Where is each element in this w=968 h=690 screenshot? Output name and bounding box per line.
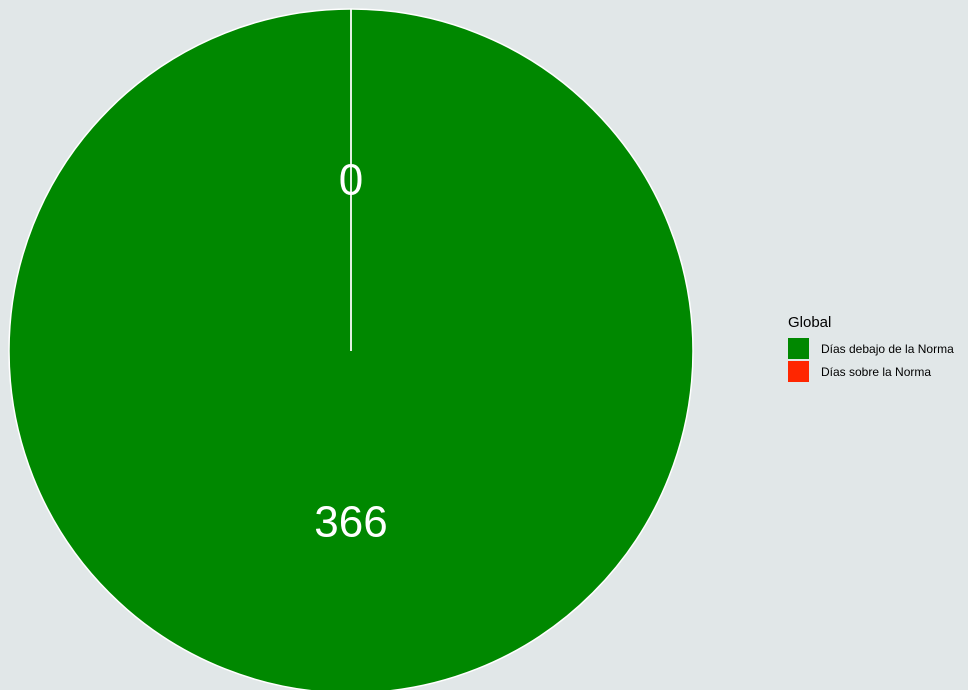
slice-value-label-below-norm: 366 xyxy=(314,498,387,547)
legend-label-below-norm: Días debajo de la Norma xyxy=(821,341,954,356)
legend-item-below-norm: Días debajo de la Norma xyxy=(788,337,966,360)
legend-key-above-norm xyxy=(788,361,809,382)
legend-item-above-norm: Días sobre la Norma xyxy=(788,360,966,383)
slice-value-label-above-norm: 0 xyxy=(339,156,363,205)
legend: Global Días debajo de la Norma Días sobr… xyxy=(788,314,966,383)
legend-title: Global xyxy=(788,314,832,331)
legend-label-above-norm: Días sobre la Norma xyxy=(821,364,932,379)
legend-key-below-norm xyxy=(788,338,809,359)
